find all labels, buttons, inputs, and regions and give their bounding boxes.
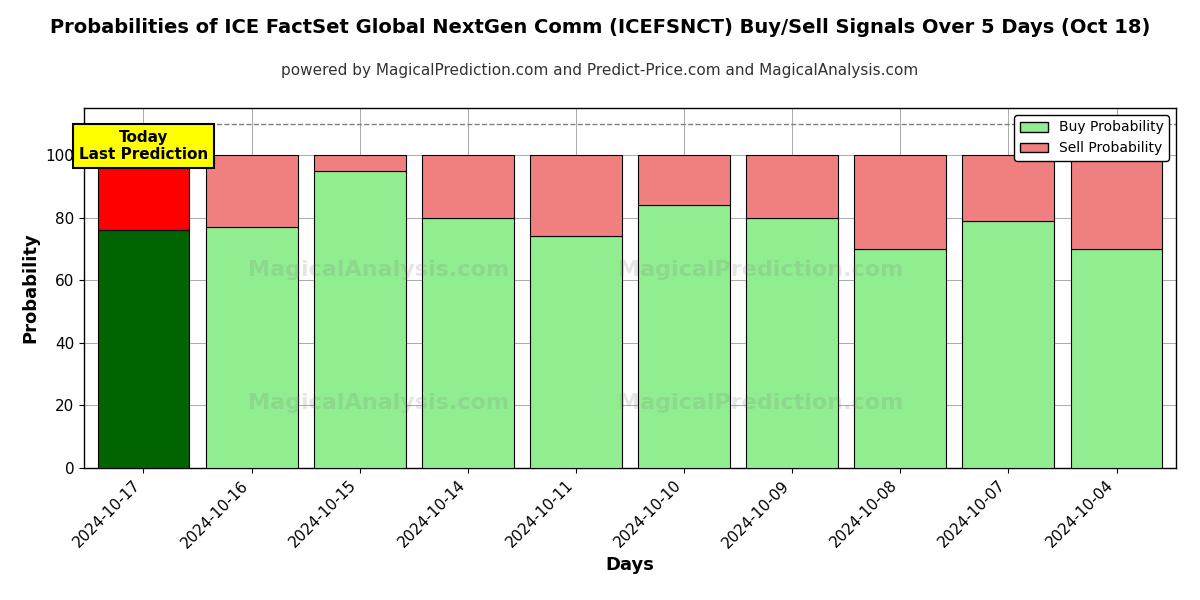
Bar bbox=[962, 221, 1055, 468]
X-axis label: Days: Days bbox=[606, 556, 654, 574]
Bar bbox=[962, 155, 1055, 221]
Bar bbox=[422, 218, 514, 468]
Bar bbox=[530, 155, 622, 236]
Legend: Buy Probability, Sell Probability: Buy Probability, Sell Probability bbox=[1014, 115, 1169, 161]
Bar bbox=[313, 170, 406, 468]
Bar bbox=[746, 218, 838, 468]
Bar bbox=[205, 155, 298, 227]
Text: MagicalAnalysis.com: MagicalAnalysis.com bbox=[248, 393, 510, 413]
Text: Today
Last Prediction: Today Last Prediction bbox=[79, 130, 208, 163]
Bar bbox=[1070, 249, 1163, 468]
Y-axis label: Probability: Probability bbox=[22, 233, 40, 343]
Bar bbox=[530, 236, 622, 468]
Bar bbox=[638, 155, 730, 205]
Bar bbox=[746, 155, 838, 218]
Bar bbox=[313, 155, 406, 170]
Bar bbox=[97, 230, 190, 468]
Bar bbox=[854, 249, 947, 468]
Bar bbox=[638, 205, 730, 468]
Text: MagicalPrediction.com: MagicalPrediction.com bbox=[618, 260, 904, 280]
Bar bbox=[1070, 155, 1163, 249]
Bar bbox=[205, 227, 298, 468]
Text: Probabilities of ICE FactSet Global NextGen Comm (ICEFSNCT) Buy/Sell Signals Ove: Probabilities of ICE FactSet Global Next… bbox=[50, 18, 1150, 37]
Bar bbox=[854, 155, 947, 249]
Text: powered by MagicalPrediction.com and Predict-Price.com and MagicalAnalysis.com: powered by MagicalPrediction.com and Pre… bbox=[281, 63, 919, 78]
Bar bbox=[97, 155, 190, 230]
Text: MagicalPrediction.com: MagicalPrediction.com bbox=[618, 393, 904, 413]
Text: MagicalAnalysis.com: MagicalAnalysis.com bbox=[248, 260, 510, 280]
Bar bbox=[422, 155, 514, 218]
